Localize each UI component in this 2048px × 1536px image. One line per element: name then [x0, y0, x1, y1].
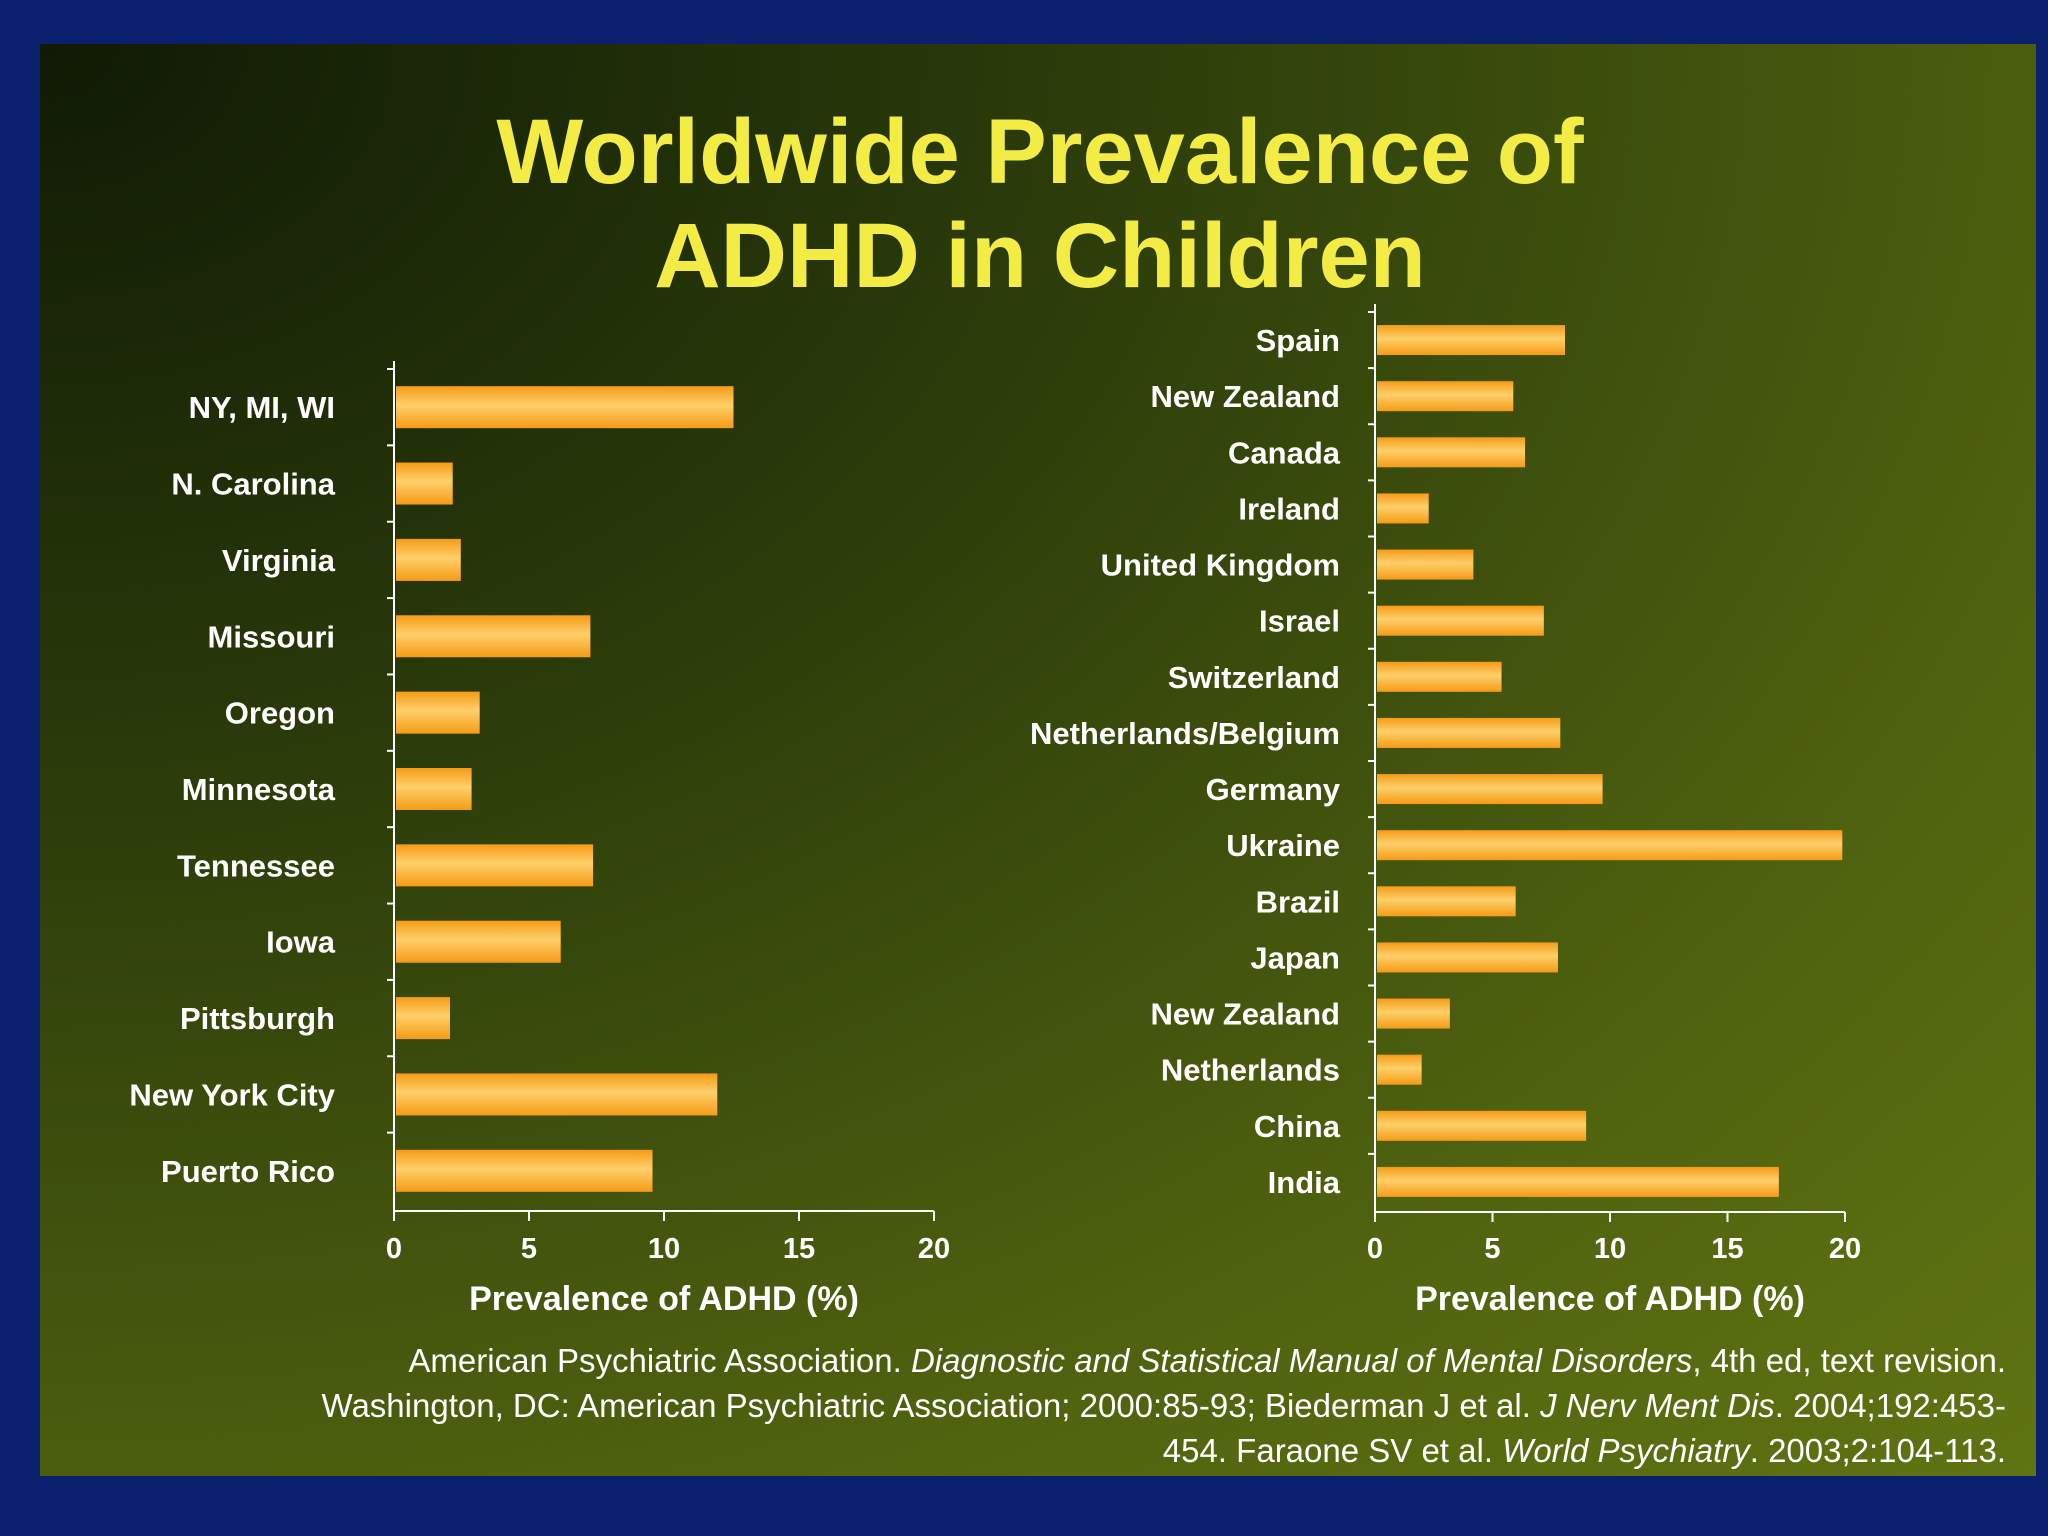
category-label: New Zealand [1151, 379, 1341, 414]
category-label: Ireland [1238, 491, 1340, 526]
x-tick-label: 15 [1711, 1233, 1743, 1265]
citation-part-5: . 2004;192:453-454. Faraone SV et al. [1162, 1387, 2006, 1469]
bar [396, 386, 734, 429]
x-tick-label: 5 [1484, 1233, 1500, 1265]
x-axis-label: Prevalence of ADHD (%) [469, 1280, 859, 1318]
citation-journal-jnmd: J Nerv Ment Dis [1540, 1387, 1775, 1424]
category-label: Germany [1206, 772, 1341, 807]
title-line-2: ADHD in Children [654, 205, 1426, 307]
bar [1377, 1054, 1422, 1085]
bar [1377, 325, 1565, 356]
category-label: Spain [1256, 323, 1340, 358]
x-tick-label: 0 [386, 1233, 402, 1265]
bar [396, 462, 453, 505]
x-tick-label: 20 [1829, 1233, 1861, 1265]
bar [1377, 381, 1514, 412]
bar [1377, 1110, 1587, 1141]
bar [1377, 605, 1544, 636]
bar [1377, 830, 1843, 861]
category-label: Japan [1250, 940, 1340, 975]
category-label: India [1268, 1165, 1341, 1200]
category-label: Missouri [208, 619, 335, 654]
category-label: Virginia [222, 543, 336, 578]
slide: Worldwide Prevalence of ADHD in Children… [40, 44, 2036, 1476]
bar [396, 1073, 718, 1116]
category-label: New Zealand [1151, 997, 1341, 1032]
countries-bar-chart: Spain New Zealand Canada Ireland United King… [1030, 304, 1861, 1318]
category-label: Pittsburgh [180, 1001, 335, 1036]
bar [1377, 774, 1603, 805]
bar [396, 615, 591, 658]
bar [1377, 493, 1429, 524]
us-states-bar-chart: NY, MI, WI N. Carolina Virginia Missouri Ore… [129, 361, 950, 1318]
x-tick-label: 0 [1367, 1233, 1383, 1265]
bar [396, 997, 450, 1040]
bar [396, 1149, 653, 1192]
category-label: Netherlands/Belgium [1030, 716, 1340, 751]
title-line-1: Worldwide Prevalence of [496, 101, 1584, 203]
bar [1377, 549, 1474, 580]
bar [1377, 998, 1450, 1029]
citation-part-3: , 4th ed, text revision. Washington, DC:… [321, 1342, 2006, 1424]
bar [396, 920, 561, 963]
bar [1377, 717, 1561, 748]
citation-journal-dsm: Diagnostic and Statistical Manual of Men… [910, 1342, 1693, 1379]
bar [1377, 942, 1558, 973]
category-label: Iowa [266, 925, 336, 960]
category-label: Minnesota [182, 772, 336, 807]
bar [396, 768, 472, 810]
citation: American Psychiatric Association. Diagno… [266, 1338, 2006, 1473]
category-label: Puerto Rico [161, 1154, 335, 1189]
x-tick-label: 20 [918, 1233, 950, 1265]
category-label: New York City [129, 1077, 335, 1112]
category-label: United Kingdom [1101, 548, 1340, 583]
bar [1377, 886, 1516, 917]
x-tick-label: 5 [521, 1233, 537, 1265]
category-label: NY, MI, WI [189, 390, 335, 425]
citation-part-1: American Psychiatric Association. [408, 1342, 911, 1379]
citation-journal-wp: World Psychiatry [1502, 1432, 1750, 1469]
chart-title: Worldwide Prevalence of ADHD in Children [40, 100, 2036, 308]
citation-part-7: . 2003;2:104-113. [1749, 1432, 2006, 1469]
bar [1377, 437, 1526, 468]
x-tick-label: 10 [1594, 1233, 1626, 1265]
charts-canvas: NY, MI, WI N. Carolina Virginia Missouri Ore… [129, 304, 1861, 1318]
category-label: Israel [1259, 604, 1340, 639]
category-label: Tennessee [177, 848, 335, 883]
category-label: Brazil [1256, 884, 1340, 919]
category-label: N. Carolina [171, 467, 335, 502]
category-label: China [1254, 1109, 1341, 1144]
bar [396, 691, 480, 734]
bar [1377, 1166, 1779, 1197]
category-label: Netherlands [1161, 1053, 1340, 1088]
category-label: Switzerland [1168, 660, 1340, 695]
bar [396, 844, 594, 887]
x-tick-label: 10 [648, 1233, 680, 1265]
x-axis-label: Prevalence of ADHD (%) [1415, 1280, 1805, 1318]
bar [1377, 661, 1502, 692]
category-label: Oregon [225, 696, 335, 731]
x-tick-label: 15 [783, 1233, 815, 1265]
bar [396, 538, 461, 581]
category-label: Ukraine [1226, 828, 1340, 863]
category-label: Canada [1228, 435, 1341, 470]
